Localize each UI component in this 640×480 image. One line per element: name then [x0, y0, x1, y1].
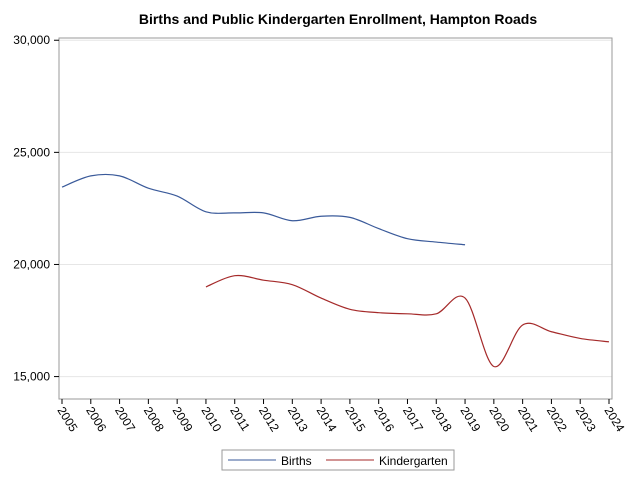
x-axis: 2005 2006 2007 2008 2009 2010 2011 2012 2013 2014… [54, 399, 628, 435]
x-tick-label: 2011 [227, 404, 253, 434]
gridlines [59, 39, 612, 378]
x-tick-label: 2015 [342, 404, 368, 434]
x-tick-label: 2018 [429, 404, 455, 434]
x-tick-label: 2013 [285, 404, 311, 434]
y-tick-label: 20,000 [13, 257, 50, 271]
x-tick-label: 2017 [400, 404, 426, 434]
series-line-kindergarten [205, 274, 610, 368]
x-tick-label: 2012 [256, 404, 282, 434]
y-tick-label: 30,000 [13, 33, 50, 47]
x-tick-label: 2007 [112, 404, 138, 434]
legend-label-kindergarten: Kindergarten [379, 454, 448, 468]
y-tick-label: 15,000 [13, 370, 50, 384]
x-tick-label: 2010 [198, 404, 224, 434]
x-tick-label: 2016 [371, 404, 397, 434]
x-tick-label: 2021 [515, 404, 541, 434]
x-tick-label: 2020 [486, 404, 512, 434]
x-tick-label: 2014 [314, 404, 340, 434]
legend-label-births: Births [281, 454, 312, 468]
x-tick-label: 2022 [544, 404, 570, 434]
x-tick-label: 2009 [170, 404, 196, 434]
x-tick-label: 2024 [601, 404, 627, 434]
series-line-births [61, 173, 466, 246]
x-tick-label: 2005 [54, 404, 80, 434]
plot-frame [58, 37, 613, 400]
x-tick-label: 2019 [458, 404, 484, 434]
x-tick-label: 2006 [83, 404, 109, 434]
legend: Births Kindergarten [221, 449, 455, 471]
y-axis: 15,000 20,000 25,000 30,000 [13, 33, 59, 384]
chart-title: Births and Public Kindergarten Enrollmen… [139, 11, 537, 27]
x-tick-label: 2008 [141, 404, 167, 434]
y-tick-label: 25,000 [13, 145, 50, 159]
x-tick-label: 2023 [573, 404, 599, 434]
series-lines [61, 173, 610, 368]
